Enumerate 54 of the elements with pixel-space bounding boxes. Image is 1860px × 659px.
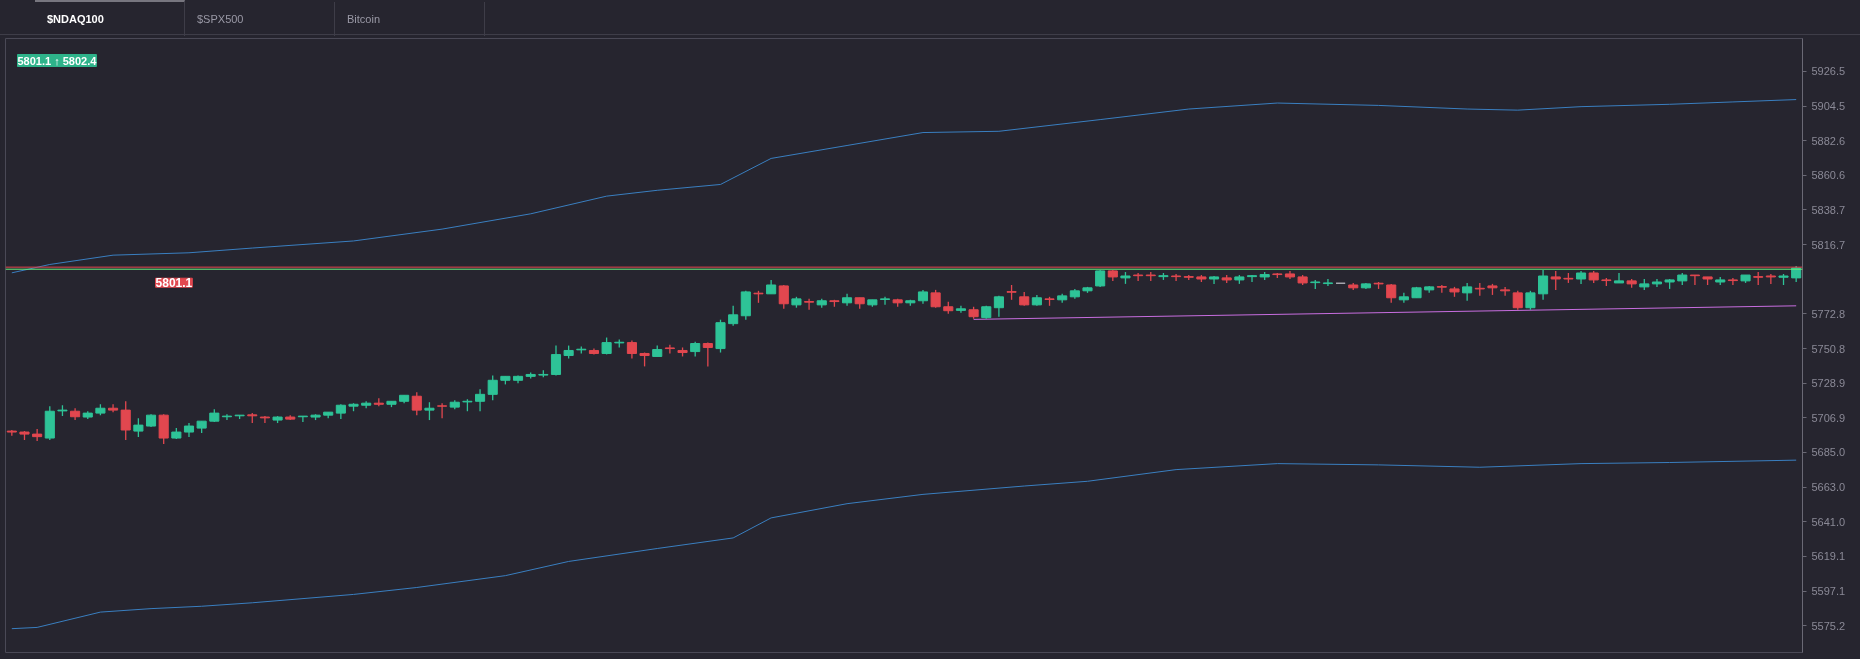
y-tick-label: 5860.6 <box>1811 169 1846 182</box>
candlestick <box>1765 273 1776 285</box>
y-tick-label: 5706.9 <box>1811 411 1846 424</box>
candlestick <box>1398 292 1409 304</box>
candlestick <box>1689 274 1700 286</box>
candlestick <box>221 413 233 421</box>
ref-line-label: 5801.1 <box>155 276 193 291</box>
candlestick <box>1512 290 1523 311</box>
y-tick-label: 5816.7 <box>1811 238 1846 251</box>
y-tick-label: 5597.1 <box>1811 585 1846 598</box>
candlestick <box>1322 278 1333 287</box>
candlestick <box>804 298 815 311</box>
annotation: 5801.1 ↑ 5802.4 <box>17 54 98 67</box>
candlestick <box>664 343 675 355</box>
candlestick <box>108 403 119 413</box>
y-tick-label: 5663.0 <box>1811 481 1846 494</box>
candlestick <box>1538 269 1549 301</box>
candlestick <box>1525 290 1536 311</box>
candlestick <box>740 290 751 321</box>
y-tick-label: 5772.8 <box>1811 307 1846 320</box>
candlestick <box>1613 272 1625 284</box>
candlestick <box>32 428 43 442</box>
text: Bitcoin <box>335 2 485 36</box>
candlestick <box>297 415 308 423</box>
candlestick <box>1500 286 1511 297</box>
candlestick <box>1171 273 1182 282</box>
candlestick <box>1727 277 1738 286</box>
candlestick <box>475 388 486 412</box>
y-tick-label: 5882.6 <box>1811 134 1846 147</box>
candlestick <box>1550 270 1561 291</box>
candlestick <box>133 417 144 438</box>
y-tick-label: 5750.8 <box>1811 342 1846 355</box>
candlestick <box>120 400 131 441</box>
text: $SPX500 <box>185 2 335 36</box>
y-tick-label: 5641.0 <box>1811 515 1846 528</box>
y-tick-label: 5904.5 <box>1811 100 1846 113</box>
y-tick-label: 5838.7 <box>1811 203 1846 216</box>
candlestick <box>728 305 739 327</box>
candlestick <box>437 402 448 419</box>
y-tick-label: 5575.2 <box>1811 619 1846 632</box>
line-series <box>11 459 1797 630</box>
y-tick-label: 5728.9 <box>1811 377 1846 390</box>
line-series <box>11 99 1797 274</box>
candlestick <box>411 391 422 416</box>
candlestick <box>550 344 562 377</box>
candlestick <box>158 413 169 445</box>
candlestick <box>879 296 891 306</box>
candlestick <box>1246 274 1258 283</box>
y-tick-label: 5685.0 <box>1811 446 1846 459</box>
candlestick <box>1133 272 1144 282</box>
candlestick <box>487 374 498 401</box>
y-tick-label: 5619.1 <box>1811 550 1846 563</box>
y-tick-label: 5926.5 <box>1811 65 1846 78</box>
chart-title: $NDAQ100 <box>35 0 185 36</box>
